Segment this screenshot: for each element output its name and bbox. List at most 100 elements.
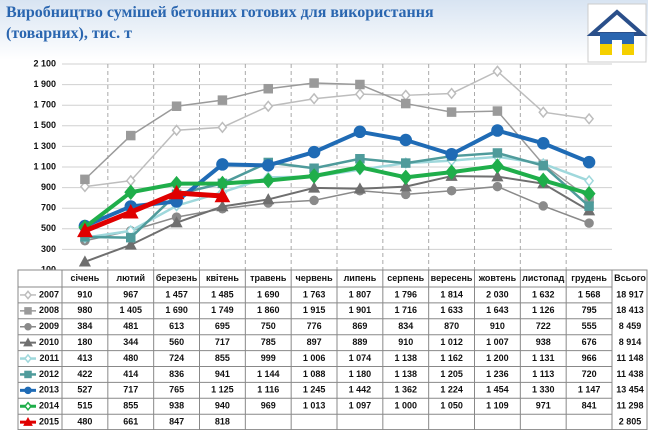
point	[538, 201, 548, 211]
table-value: 1 485	[211, 289, 234, 299]
series-line	[84, 128, 590, 228]
table-value: 1 144	[257, 369, 280, 379]
point	[401, 98, 411, 109]
table-value: 1 125	[211, 385, 234, 395]
y-tick-label: 1 100	[33, 161, 56, 171]
point	[490, 158, 504, 174]
table-value: 1 690	[165, 305, 188, 315]
point	[401, 189, 411, 200]
legend-marker	[24, 307, 32, 315]
table-value: 1 162	[440, 353, 463, 363]
y-tick-label: 500	[41, 223, 56, 233]
table-value: 941	[215, 369, 230, 379]
table-value: 1 643	[486, 305, 509, 315]
point	[171, 124, 182, 137]
point	[492, 65, 503, 78]
point	[308, 181, 321, 193]
point	[492, 148, 503, 158]
series-line	[84, 82, 590, 200]
point	[401, 158, 411, 168]
table-value: 1 012	[440, 337, 463, 347]
table-value: 847	[169, 417, 184, 427]
point	[214, 187, 231, 203]
table-value: 1 116	[257, 385, 279, 395]
table-value: 889	[352, 337, 367, 347]
table-value: 481	[123, 321, 138, 331]
table-value: 855	[123, 401, 138, 411]
table-value: 1 205	[440, 369, 463, 379]
table-value: 938	[536, 337, 551, 347]
table-value: 869	[352, 321, 367, 331]
x-tick-label: січень	[71, 273, 100, 283]
table-value: 1 224	[440, 385, 463, 395]
point	[263, 100, 274, 113]
table-value: 940	[215, 401, 230, 411]
legend-label: 2014	[39, 401, 59, 411]
legend-marker	[24, 401, 32, 412]
table-value: 910	[490, 321, 505, 331]
legend-marker	[23, 416, 33, 426]
point	[126, 232, 136, 243]
x-tick-label: серпень	[387, 273, 424, 283]
table-value: 1 901	[349, 305, 372, 315]
point	[537, 137, 550, 150]
table-value: 1 330	[532, 385, 555, 395]
table-value: 422	[77, 369, 92, 379]
table-total: 11 148	[616, 353, 643, 363]
table-value: 1 245	[303, 385, 326, 395]
point	[584, 201, 594, 211]
table-value: 344	[123, 337, 138, 347]
table-value: 836	[169, 369, 184, 379]
legend-label: 2009	[39, 321, 59, 331]
point	[538, 160, 548, 171]
table-value: 1 814	[440, 289, 463, 299]
table-value: 765	[169, 385, 184, 395]
table-value: 724	[169, 353, 184, 363]
x-tick-label: листопад	[522, 273, 564, 283]
point	[399, 169, 413, 186]
point	[171, 101, 182, 111]
table-value: 1 147	[578, 385, 601, 395]
table-value: 818	[215, 417, 230, 427]
point	[584, 218, 594, 228]
table-value: 676	[582, 337, 597, 347]
point	[80, 174, 90, 185]
table-value: 720	[582, 369, 597, 379]
table-value: 897	[307, 337, 322, 347]
table-total: 18 413	[616, 305, 644, 315]
table-value: 180	[77, 337, 92, 347]
table-value: 1 097	[349, 401, 372, 411]
x-tick-label: квітень	[206, 273, 239, 283]
table-value: 414	[123, 369, 138, 379]
point	[584, 174, 595, 187]
table-value: 795	[582, 305, 597, 315]
point	[170, 216, 183, 228]
point	[446, 87, 457, 100]
point	[217, 95, 228, 105]
x-tick-label: липень	[344, 273, 377, 283]
table-value: 555	[582, 321, 597, 331]
table-value: 910	[77, 289, 92, 299]
table-value: 971	[536, 401, 551, 411]
table-total: 8 459	[619, 321, 642, 331]
logo	[586, 3, 648, 63]
series-line	[84, 185, 590, 242]
y-tick-label: 700	[41, 203, 56, 213]
point	[399, 133, 412, 147]
table-total: 2 805	[619, 417, 642, 427]
table-value: 1 796	[394, 289, 417, 299]
y-tick-label: 300	[41, 244, 56, 254]
table-value: 980	[77, 305, 92, 315]
table-value: 1 131	[532, 353, 555, 363]
table-total: 18 917	[616, 289, 644, 299]
legend-marker	[24, 323, 32, 331]
table-value: 1 000	[394, 401, 417, 411]
y-tick-label: 1 900	[33, 79, 56, 89]
point	[446, 185, 457, 196]
table-value: 722	[536, 321, 551, 331]
table-value: 1 050	[440, 401, 463, 411]
point	[126, 130, 136, 141]
table-value: 750	[261, 321, 276, 331]
y-tick-label: 1 300	[33, 141, 56, 151]
point	[309, 78, 319, 88]
